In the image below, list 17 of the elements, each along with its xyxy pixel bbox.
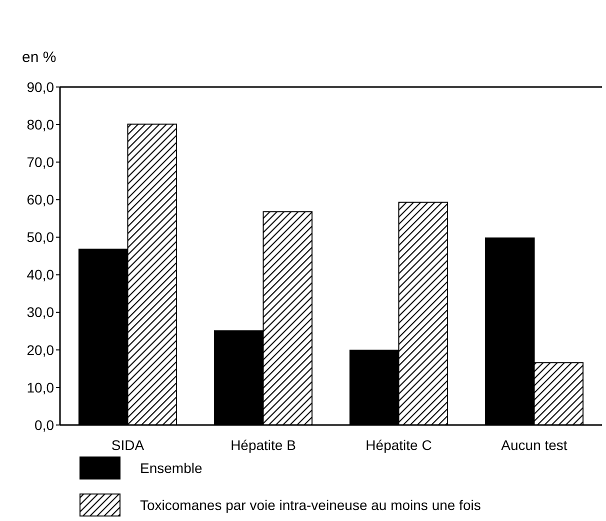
y-tick-label: 70,0 — [26, 154, 54, 170]
y-tick-label: 10,0 — [26, 379, 54, 396]
y-tick-label: 60,0 — [26, 192, 54, 208]
legend-label: Ensemble — [140, 460, 202, 476]
y-tick-label: 20,0 — [26, 342, 54, 358]
x-tick-label: Hépatite C — [366, 437, 432, 453]
y-tick-label: 80,0 — [26, 116, 54, 132]
x-tick-label: SIDA — [111, 437, 145, 453]
y-tick-label: 90,0 — [26, 78, 54, 95]
y-axis-title: en % — [22, 49, 56, 66]
x-tick-label: Hépatite B — [230, 437, 296, 453]
y-tick-label: 50,0 — [26, 229, 54, 246]
y-tick-label: 30,0 — [26, 304, 54, 320]
legend-label: Toxicomanes par voie intra-veineuse au moins une fois — [140, 496, 481, 513]
y-tick-label: 40,0 — [26, 266, 54, 283]
y-tick-label: 0,0 — [34, 416, 54, 433]
x-tick-label: Aucun test — [501, 437, 568, 453]
